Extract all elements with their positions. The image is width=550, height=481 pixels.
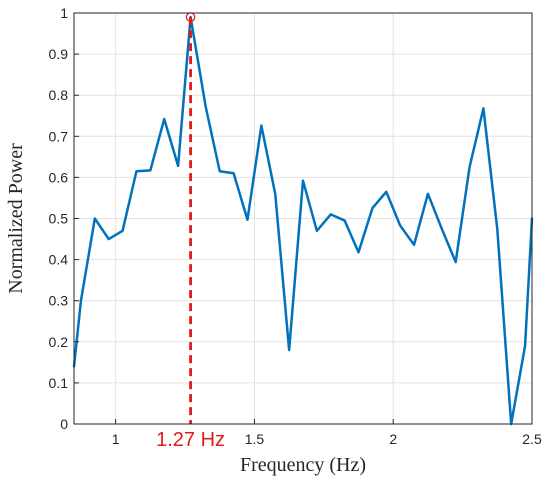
y-tick-label-1: 0.1 — [49, 375, 69, 391]
x-axis-label: Frequency (Hz) — [240, 454, 366, 476]
x-tick-label-3: 2.5 — [522, 431, 542, 447]
axis-ticks: 1 1.5 2 2.5 0 0.1 0.2 0.3 0.4 0.5 0.6 0.7 0.8 0.9 1 — [49, 5, 542, 447]
y-tick-label-8: 0.8 — [49, 87, 69, 103]
y-tick-label-9: 0.9 — [49, 46, 69, 62]
y-tick-label-3: 0.3 — [49, 293, 69, 309]
y-tick-label-0: 0 — [60, 416, 68, 432]
y-tick-label-4: 0.4 — [49, 252, 69, 268]
y-tick-label-2: 0.2 — [49, 334, 69, 350]
y-tick-label-6: 0.6 — [49, 169, 69, 185]
y-tick-label-7: 0.7 — [49, 128, 69, 144]
y-axis-label: Normalized Power — [5, 143, 27, 294]
y-tick-label-10: 1 — [60, 5, 68, 21]
series-line — [72, 15, 534, 426]
x-tick-label-2: 2 — [389, 431, 397, 447]
x-tick-label-0: 1 — [112, 431, 120, 447]
x-tick-label-1: 1.5 — [245, 431, 265, 447]
peak-label: 1.27 Hz — [156, 429, 225, 451]
y-tick-label-5: 0.5 — [49, 211, 69, 227]
